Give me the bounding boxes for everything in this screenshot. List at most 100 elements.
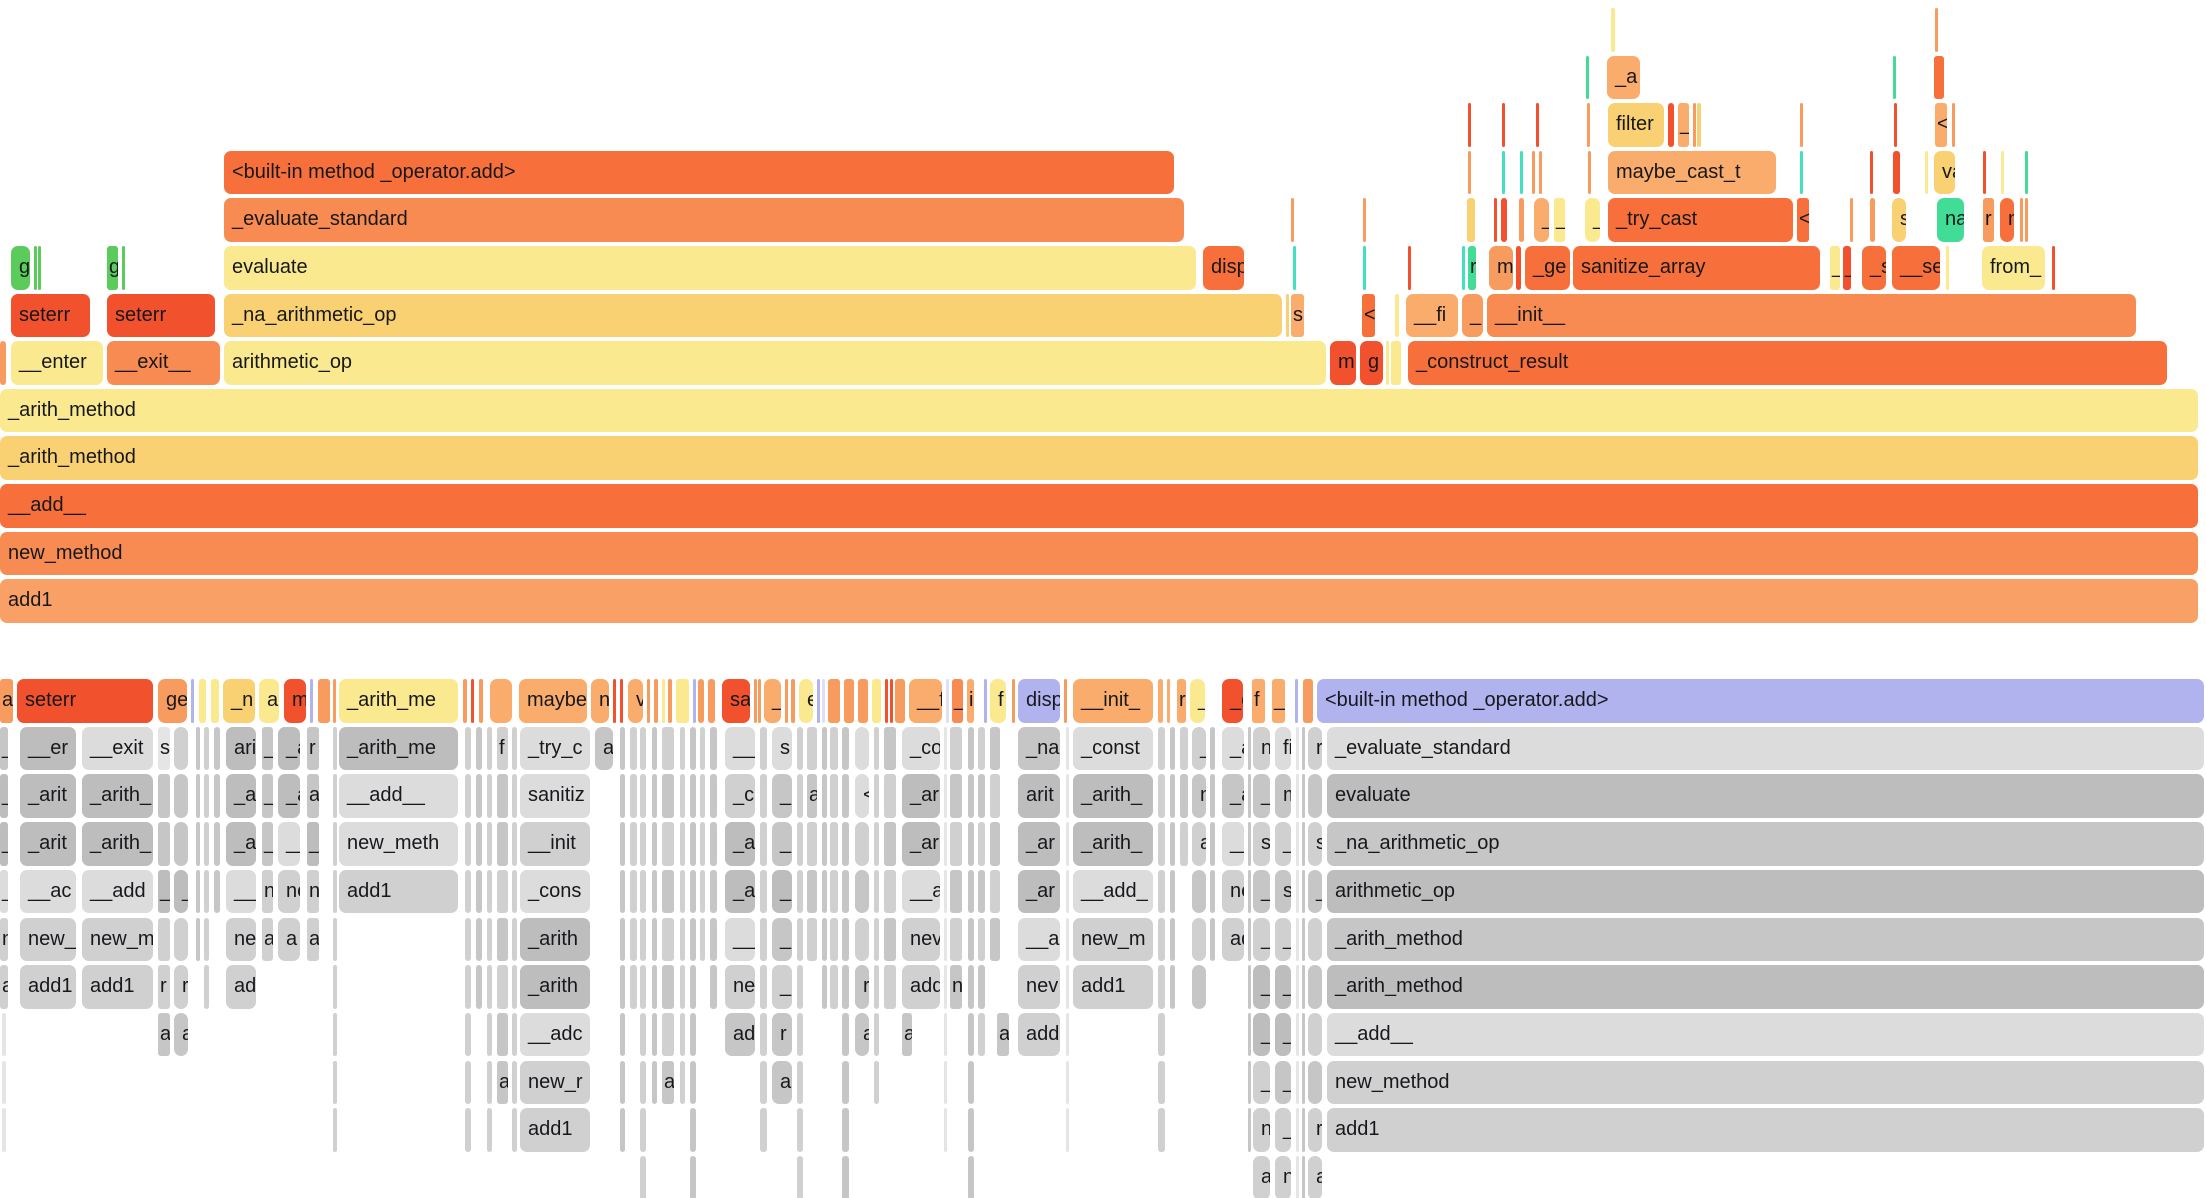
- flame-frame-_a[interactable]: _a: [278, 726, 300, 771]
- flame-frame-sliver[interactable]: [630, 774, 637, 818]
- flame-frame-sliver[interactable]: [640, 726, 646, 771]
- flame-frame-sliver[interactable]: [652, 774, 657, 818]
- flame-frame-sliver[interactable]: [620, 1012, 625, 1057]
- flame-frame-sliver[interactable]: [640, 965, 646, 1009]
- flame-frame[interactable]: [1850, 198, 1853, 242]
- flame-frame-sanitize_array[interactable]: sanitize_array: [1573, 246, 1820, 290]
- flame-frame[interactable]: [333, 679, 336, 723]
- flame-frame-sliver[interactable]: [465, 726, 471, 771]
- flame-frame[interactable]: [855, 822, 869, 866]
- flame-frame-sliver[interactable]: [944, 774, 947, 818]
- flame-frame[interactable]: [990, 917, 1000, 961]
- flame-frame-sanitiz[interactable]: sanitiz: [520, 774, 590, 818]
- flame-frame-sliver[interactable]: [630, 917, 637, 961]
- flame-frame[interactable]: [158, 822, 170, 866]
- flame-frame-_ar[interactable]: _ar: [1018, 822, 1060, 866]
- flame-frame[interactable]: [1286, 293, 1289, 338]
- flame-frame-sliver[interactable]: [830, 774, 838, 818]
- flame-frame[interactable]: [890, 679, 893, 723]
- flame-frame-sliver[interactable]: [1170, 917, 1175, 961]
- flame-frame-__exit[interactable]: __exit: [82, 726, 153, 771]
- flame-frame-sliver[interactable]: [1066, 1108, 1069, 1152]
- flame-frame-_try_c[interactable]: _try_c: [520, 726, 590, 771]
- flame-frame-s[interactable]: s: [1275, 869, 1291, 914]
- flame-frame-sliver[interactable]: [1066, 1060, 1069, 1105]
- flame-frame-add1[interactable]: add1: [339, 869, 458, 914]
- flame-frame[interactable]: [1587, 103, 1590, 147]
- flame-frame[interactable]: [34, 246, 37, 290]
- flame-frame-sliver[interactable]: [196, 869, 200, 914]
- flame-frame-_[interactable]: _: [1534, 198, 1549, 242]
- flame-frame[interactable]: [817, 679, 820, 723]
- flame-frame-sliver[interactable]: [760, 965, 767, 1009]
- flame-frame-sliver[interactable]: [680, 822, 685, 866]
- flame-frame-sliver[interactable]: [620, 1108, 625, 1152]
- flame-frame-sliver[interactable]: [797, 726, 803, 771]
- flame-frame-sliver[interactable]: [476, 774, 482, 818]
- flame-frame[interactable]: [950, 774, 962, 818]
- flame-frame-m[interactable]: m: [284, 679, 306, 723]
- flame-frame-sliver[interactable]: [1066, 1012, 1069, 1057]
- flame-frame-_[interactable]: _: [1843, 246, 1851, 290]
- flame-frame-sliver[interactable]: [822, 822, 827, 866]
- flame-frame-_arith_me[interactable]: _arith_me: [339, 726, 458, 771]
- flame-frame-_arith[interactable]: _arith: [520, 917, 590, 961]
- flame-frame-sliver[interactable]: [1302, 1012, 1305, 1057]
- flame-frame[interactable]: [1539, 150, 1542, 195]
- flame-frame[interactable]: [471, 679, 474, 723]
- flame-frame[interactable]: [984, 679, 987, 723]
- flame-frame-_[interactable]: _: [0, 822, 8, 866]
- flame-frame-sliver[interactable]: [196, 726, 200, 771]
- flame-frame-sliver[interactable]: [333, 774, 337, 818]
- flame-frame-_[interactable]: _: [1253, 1060, 1270, 1105]
- flame-frame[interactable]: [1532, 150, 1535, 195]
- flame-frame-__[interactable]: __: [1222, 822, 1244, 866]
- flame-frame-_[interactable]: _: [1275, 1108, 1291, 1152]
- flame-frame-sliver[interactable]: [1158, 1012, 1165, 1057]
- flame-frame-_[interactable]: _: [1253, 774, 1270, 818]
- flame-frame[interactable]: [844, 679, 854, 723]
- flame-frame-sliver[interactable]: [620, 822, 625, 866]
- flame-frame[interactable]: [990, 822, 1000, 866]
- flame-frame-sliver[interactable]: [620, 869, 625, 914]
- flame-frame-sliver[interactable]: [710, 774, 717, 818]
- flame-frame-sliver[interactable]: [640, 1012, 646, 1057]
- flame-frame[interactable]: [1468, 103, 1471, 147]
- flame-frame-sliver[interactable]: [830, 726, 838, 771]
- flame-frame-sliver[interactable]: [214, 869, 220, 914]
- flame-frame-sliver[interactable]: [760, 869, 767, 914]
- flame-frame[interactable]: [676, 679, 689, 723]
- flame-frame-evaluate[interactable]: evaluate: [1327, 774, 2204, 818]
- flame-frame-sliver[interactable]: [512, 917, 517, 961]
- flame-frame-sliver[interactable]: [640, 869, 646, 914]
- flame-frame-nev[interactable]: nev: [1018, 965, 1060, 1009]
- flame-frame[interactable]: [497, 965, 508, 1009]
- flame-frame-sliver[interactable]: [465, 774, 471, 818]
- flame-frame-sliver[interactable]: [204, 822, 209, 866]
- flame-frame-_[interactable]: _: [1275, 1012, 1291, 1057]
- flame-frame[interactable]: [946, 679, 949, 723]
- flame-frame-s[interactable]: s: [1892, 198, 1906, 242]
- flame-frame-sliver[interactable]: [797, 965, 803, 1009]
- flame-frame[interactable]: [1192, 869, 1206, 914]
- flame-frame-sliver[interactable]: [700, 774, 705, 818]
- flame-frame-__a[interactable]: __a: [1018, 917, 1060, 961]
- flame-frame-_[interactable]: _: [158, 869, 170, 914]
- flame-frame-sliver[interactable]: [700, 726, 705, 771]
- flame-frame-sliver[interactable]: [1210, 726, 1215, 771]
- flame-frame-__add__[interactable]: __add__: [0, 484, 2198, 528]
- flame-frame-sliver[interactable]: [487, 774, 492, 818]
- flame-frame-sliver[interactable]: [1066, 822, 1069, 866]
- flame-frame-sliver[interactable]: [333, 822, 337, 866]
- flame-frame[interactable]: [855, 869, 869, 914]
- flame-frame-sliver[interactable]: [700, 822, 705, 866]
- flame-frame[interactable]: [1494, 198, 1497, 242]
- flame-frame-sliver[interactable]: [652, 965, 657, 1009]
- flame-frame[interactable]: [950, 917, 962, 961]
- flame-frame-a[interactable]: a: [278, 917, 300, 961]
- flame-frame-evaluate[interactable]: evaluate: [224, 246, 1196, 290]
- flame-frame[interactable]: [1501, 198, 1507, 242]
- flame-frame-sliver[interactable]: [1210, 917, 1215, 961]
- flame-frame-sliver[interactable]: [1302, 965, 1305, 1009]
- flame-frame-_[interactable]: _: [0, 726, 8, 771]
